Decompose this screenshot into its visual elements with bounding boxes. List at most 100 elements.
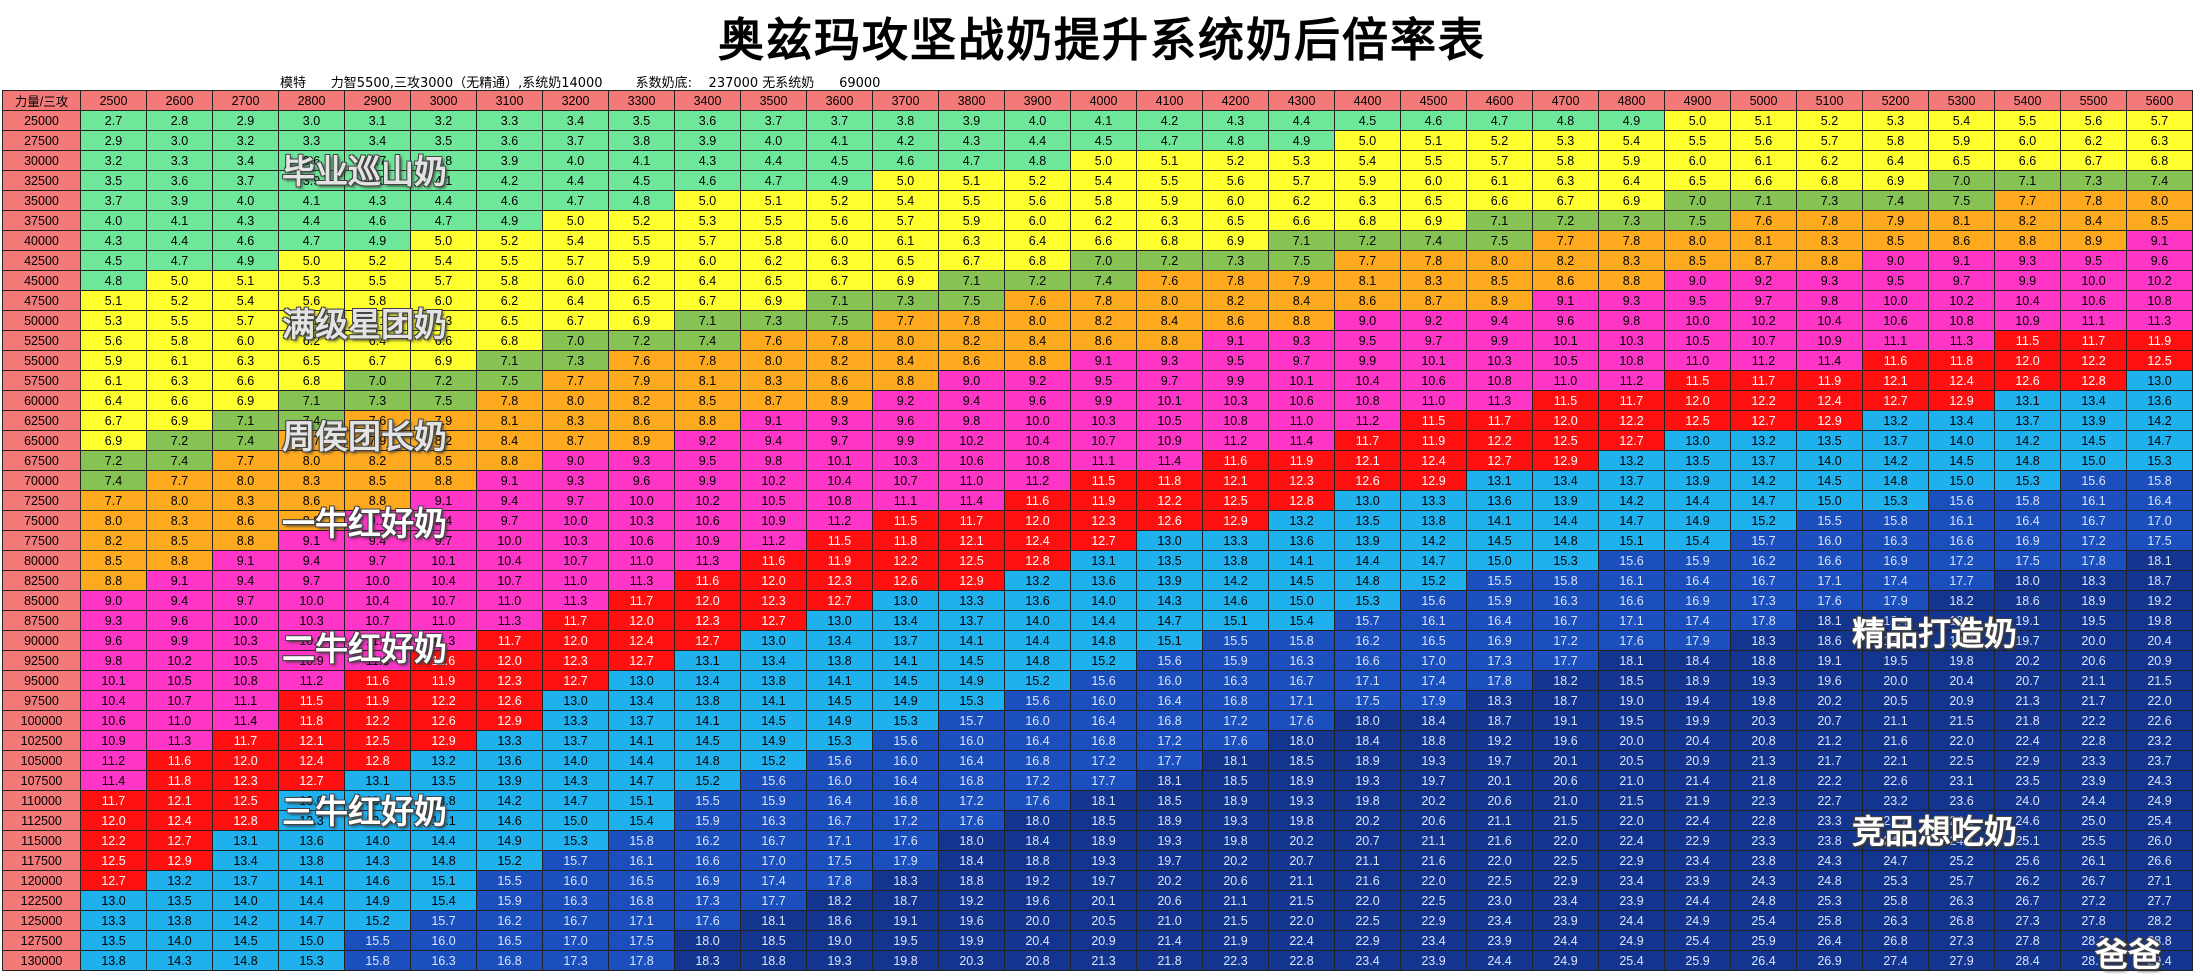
table-cell: 3.5 — [80, 170, 147, 191]
table-cell: 24.9 — [1598, 930, 1665, 951]
table-cell: 6.7 — [2060, 150, 2127, 171]
table-cell: 9.2 — [1004, 370, 1071, 391]
table-cell: 12.5 — [1202, 490, 1269, 511]
table-cell: 14.4 — [608, 750, 675, 771]
tier-label-d: 一牛红好奶 — [282, 504, 447, 543]
table-cell: 20.8 — [1730, 730, 1797, 751]
table-cell: 11.9 — [344, 690, 411, 711]
table-cell: 12.5 — [1664, 410, 1731, 431]
table-cell: 14.2 — [1202, 570, 1269, 591]
table-cell: 6.9 — [1202, 230, 1269, 251]
table-cell: 10.3 — [278, 610, 345, 631]
table-cell: 14.4 — [1532, 510, 1599, 531]
table-cell: 10.2 — [938, 430, 1005, 451]
table-cell: 5.2 — [1202, 150, 1269, 171]
table-cell: 4.5 — [806, 150, 873, 171]
table-cell: 16.5 — [608, 870, 675, 891]
table-cell: 7.0 — [1664, 190, 1731, 211]
table-cell: 16.7 — [2060, 510, 2127, 531]
column-header: 3200 — [542, 90, 609, 111]
table-cell: 18.0 — [1334, 710, 1401, 731]
table-cell: 8.8 — [674, 410, 741, 431]
table-cell: 9.3 — [80, 610, 147, 631]
table-cell: 16.0 — [1004, 710, 1071, 731]
table-cell: 15.5 — [674, 790, 741, 811]
table-cell: 16.7 — [1532, 610, 1599, 631]
table-cell: 11.3 — [608, 570, 675, 591]
table-cell: 27.8 — [2060, 910, 2127, 931]
table-cell: 5.5 — [476, 250, 543, 271]
table-cell: 9.6 — [80, 630, 147, 651]
table-cell: 12.2 — [2060, 350, 2127, 371]
table-cell: 17.9 — [1400, 690, 1467, 711]
table-cell: 25.1 — [1994, 830, 2061, 851]
table-cell: 12.0 — [1004, 510, 1071, 531]
table-cell: 12.7 — [608, 650, 675, 671]
table-cell: 16.4 — [806, 790, 873, 811]
table-cell: 12.5 — [80, 850, 147, 871]
table-cell: 10.0 — [278, 590, 345, 611]
table-cell: 5.2 — [1466, 130, 1533, 151]
table-cell: 17.2 — [1004, 770, 1071, 791]
column-header: 5500 — [2060, 90, 2127, 111]
table-row: 37500 4.0 4.1 4.3 4.4 4.6 4.7 4.9 5.0 5.2 5.3 5.5 5.… — [2, 210, 2193, 231]
table-cell: 14.5 — [674, 730, 741, 751]
table-row: 47500 5.1 5.2 5.4 5.6 5.8 6.0 6.2 6.4 6.5 6.7 6.9 7.… — [2, 290, 2193, 311]
table-cell: 8.3 — [1598, 250, 1665, 271]
table-cell: 8.0 — [542, 390, 609, 411]
table-cell: 12.2 — [344, 710, 411, 731]
table-cell: 16.7 — [1268, 670, 1335, 691]
table-cell: 10.0 — [212, 610, 279, 631]
table-cell: 7.1 — [1994, 170, 2061, 191]
table-cell: 14.8 — [1004, 650, 1071, 671]
table-cell: 8.0 — [1664, 230, 1731, 251]
table-cell: 7.1 — [1466, 210, 1533, 231]
table-cell: 5.5 — [1664, 130, 1731, 151]
table-cell: 22.0 — [1928, 730, 1995, 751]
table-cell: 24.1 — [1928, 810, 1995, 831]
table-cell: 3.9 — [674, 130, 741, 151]
table-cell: 16.9 — [1862, 550, 1929, 571]
table-cell: 4.3 — [80, 230, 147, 251]
table-cell: 5.2 — [146, 290, 213, 311]
table-cell: 12.9 — [1202, 510, 1269, 531]
table-cell: 20.2 — [1136, 870, 1203, 891]
table-cell: 20.6 — [1400, 810, 1467, 831]
table-cell: 21.4 — [1136, 930, 1203, 951]
table-cell: 14.9 — [1664, 510, 1731, 531]
table-cell: 24.3 — [2126, 770, 2193, 791]
table-cell: 12.7 — [806, 590, 873, 611]
table-cell: 6.1 — [872, 230, 939, 251]
table-cell: 3.0 — [146, 130, 213, 151]
table-cell: 13.7 — [1994, 410, 2061, 431]
column-header: 5300 — [1928, 90, 1995, 111]
table-cell: 14.7 — [608, 770, 675, 791]
table-cell: 6.5 — [1928, 150, 1995, 171]
table-cell: 15.6 — [1070, 670, 1137, 691]
table-cell: 23.4 — [1466, 910, 1533, 931]
table-cell: 11.2 — [278, 670, 345, 691]
table-cell: 11.6 — [740, 550, 807, 571]
table-cell: 22.4 — [1994, 730, 2061, 751]
table-cell: 10.3 — [872, 450, 939, 471]
table-cell: 9.4 — [146, 590, 213, 611]
table-cell: 5.1 — [740, 190, 807, 211]
table-cell: 16.5 — [476, 930, 543, 951]
table-cell: 8.2 — [806, 350, 873, 371]
table-cell: 9.1 — [344, 510, 411, 531]
table-cell: 15.2 — [1730, 510, 1797, 531]
table-cell: 20.2 — [1334, 810, 1401, 831]
table-cell: 15.5 — [1796, 510, 1863, 531]
table-cell: 12.6 — [1136, 510, 1203, 531]
table-cell: 7.4 — [1862, 190, 1929, 211]
table-cell: 10.8 — [1928, 310, 1995, 331]
table-cell: 13.1 — [674, 650, 741, 671]
table-cell: 3.9 — [938, 110, 1005, 131]
table-cell: 13.9 — [1334, 530, 1401, 551]
table-cell: 9.5 — [1664, 290, 1731, 311]
table-cell: 10.6 — [608, 530, 675, 551]
table-cell: 15.5 — [1202, 630, 1269, 651]
table-cell: 13.5 — [410, 770, 477, 791]
table-cell: 17.7 — [1532, 650, 1599, 671]
table-cell: 10.8 — [212, 670, 279, 691]
